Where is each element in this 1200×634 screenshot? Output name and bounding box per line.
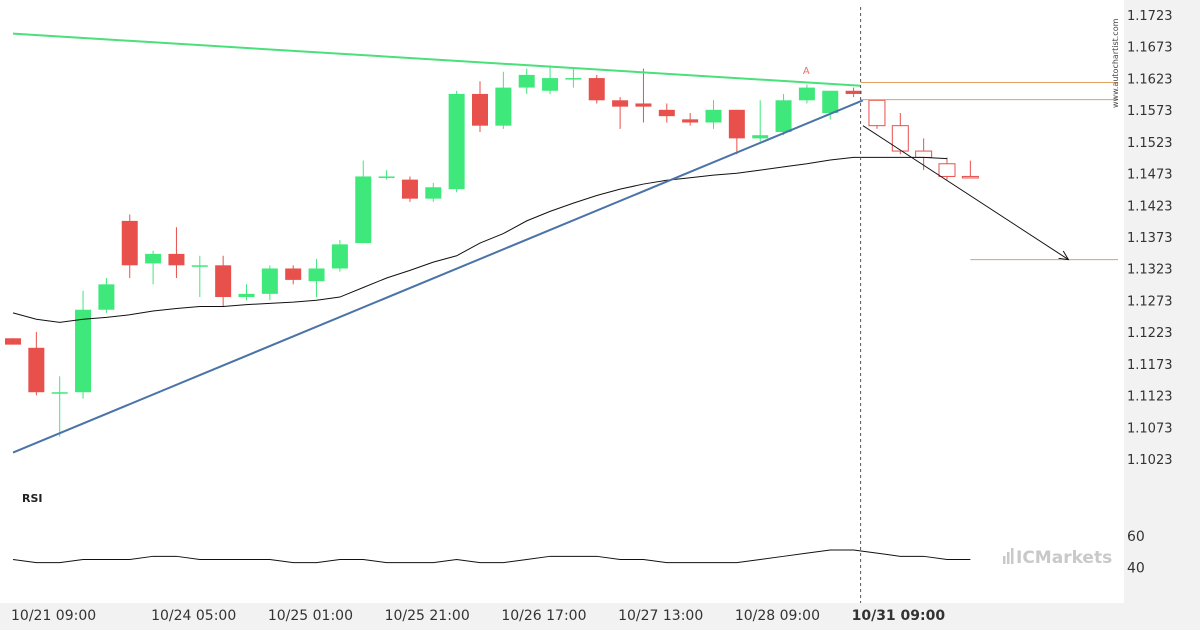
price-tick-label: 1.1673 [1127,41,1173,56]
candle-body [261,268,278,294]
candle-body [355,176,372,244]
candle-body [98,284,115,310]
candles-layer [5,65,979,437]
candle-body [145,253,162,264]
rsi-panel: RSI 60 40 [12,492,1145,576]
time-tick-label: 10/24 05:00 [151,608,236,624]
candle-body [378,176,395,178]
time-tick-label: 10/27 13:00 [618,608,703,624]
price-tick-label: 1.1073 [1127,421,1173,436]
candle-body [682,119,699,123]
candle-body [822,90,839,113]
candle-body [331,244,348,269]
time-tick-label: 10/21 09:00 [11,608,96,624]
candle-body [51,392,68,394]
candle-body [728,109,745,139]
time-axis-background [0,603,1200,630]
price-tick-label: 1.1223 [1127,326,1173,341]
candle-body [28,347,45,393]
time-tick-label: 10/25 21:00 [385,608,470,624]
candle-body [238,293,255,298]
forecast-arrow-head-icon [1058,250,1070,261]
icmarkets-watermark: ICMarkets [1003,548,1112,568]
candle-body [658,109,675,117]
price-axis: 1.1723 1.1673 1.1623 1.1573 1.1523 1.1473 1.14… [1127,9,1173,468]
price-tick-label: 1.1023 [1127,453,1173,468]
candle-body [635,103,652,107]
rsi-tick-label: 40 [1127,560,1145,576]
icmarkets-logo-icon [1003,548,1014,564]
candle-body [845,90,862,94]
candle-body [542,78,559,91]
projection-candle-body [915,150,933,158]
overlay-layer: A [12,7,1118,603]
candle-body [472,93,488,126]
price-tick-label: 1.1173 [1127,358,1173,373]
time-tick-label: 10/28 09:00 [735,608,820,624]
candle-body [588,78,605,101]
candle-body [705,109,722,123]
price-tick-label: 1.1623 [1127,72,1173,87]
projection-candle-body [961,175,979,179]
candle-body [191,265,208,267]
price-tick-label: 1.1473 [1127,168,1173,183]
price-tick-label: 1.1123 [1127,390,1173,405]
candle-body [448,93,465,190]
rsi-line [12,549,971,564]
candle-body [518,74,535,88]
rsi-label: RSI [22,492,43,505]
price-axis-background [1124,0,1200,630]
candle-body [612,100,629,107]
forecast-arrow-line [862,125,1069,261]
candle-body [775,100,792,133]
time-tick-label: 10/26 17:00 [501,608,586,624]
candle-body [308,268,325,282]
price-tick-label: 1.1723 [1127,9,1173,24]
candle-body [168,253,185,266]
candle-body [565,78,582,80]
time-tick-label: 10/31 09:00 [852,608,946,624]
price-tick-label: 1.1373 [1127,231,1173,246]
candle-body [121,220,138,266]
price-tick-label: 1.1273 [1127,294,1173,309]
resistance-line [12,32,861,87]
rsi-tick-label: 60 [1127,529,1145,545]
candle-body [215,265,232,298]
breakout-marker-label: A [803,66,810,77]
projection-candle-body [868,99,886,127]
candle-body [798,87,815,101]
candle-body [401,179,418,199]
moving-average-line [12,156,948,323]
autochartist-url: www.autochartist.com [1111,18,1120,108]
price-tick-label: 1.1323 [1127,263,1173,278]
time-tick-label: 10/25 01:00 [268,608,353,624]
candle-body [5,338,21,345]
candle-body [425,187,442,199]
projection-candle-body [891,125,909,152]
price-tick-label: 1.1573 [1127,104,1173,119]
candle-body [752,135,769,139]
projection-candle-body [938,163,956,177]
candle-body [75,309,92,393]
price-tick-label: 1.1523 [1127,136,1173,151]
time-axis: 10/21 09:00 10/24 05:00 10/25 01:00 10/25 2… [11,608,945,624]
support-line [12,99,864,454]
candle-body [495,87,512,126]
watermark-text: ICMarkets [1016,548,1112,568]
candle-body [285,268,302,280]
price-tick-label: 1.1423 [1127,199,1173,214]
